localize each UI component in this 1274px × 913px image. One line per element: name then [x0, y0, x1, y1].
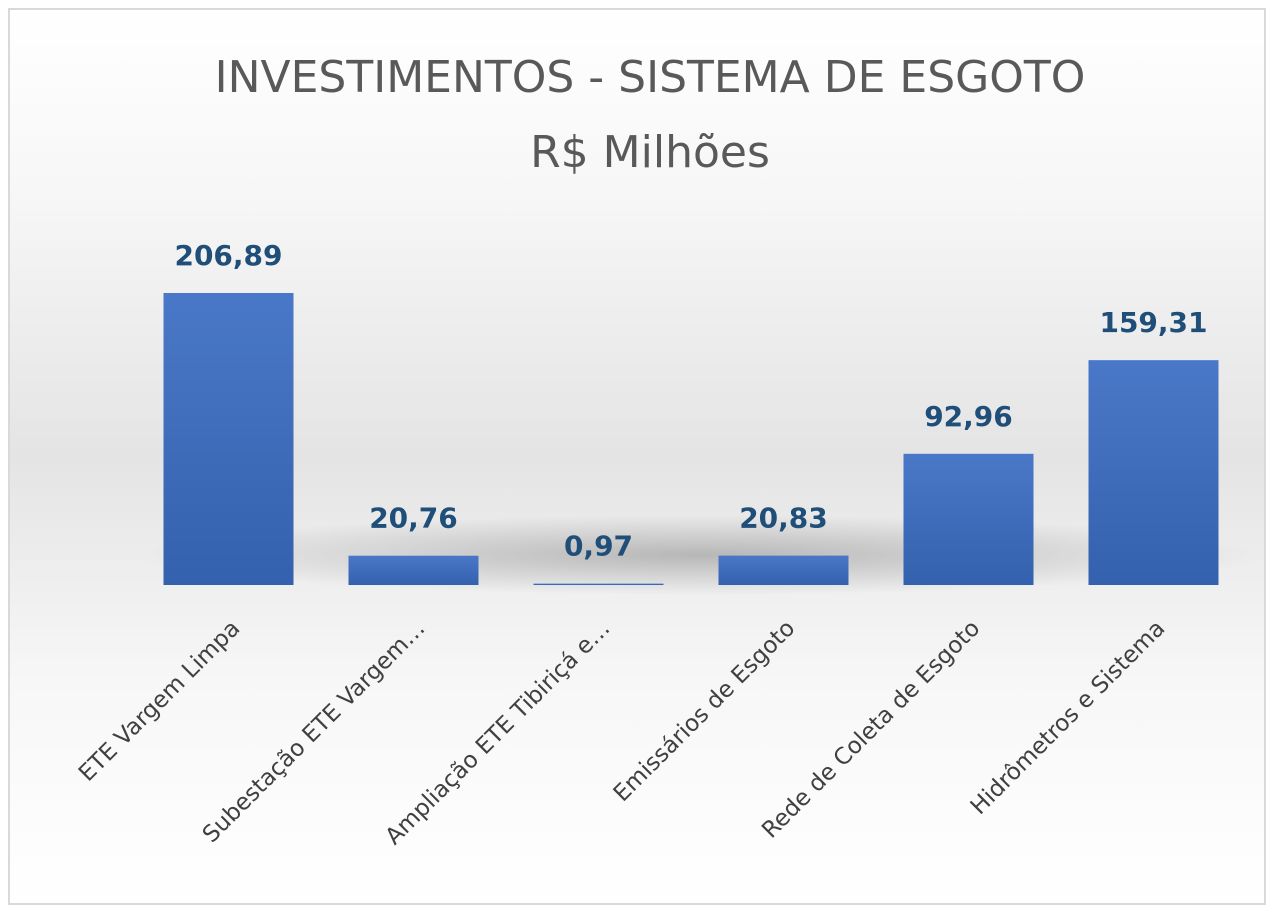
bar — [163, 293, 294, 585]
bar — [1088, 360, 1219, 585]
bar — [718, 555, 849, 585]
bar — [903, 453, 1034, 585]
data-label: 159,31 — [1099, 306, 1207, 339]
data-label: 20,83 — [739, 502, 828, 535]
data-label: 0,97 — [564, 530, 633, 563]
data-label: 92,96 — [924, 400, 1013, 433]
data-label: 206,89 — [174, 239, 282, 272]
data-label: 20,76 — [369, 502, 458, 535]
bar — [533, 583, 664, 585]
bar — [348, 555, 479, 585]
chart-title: INVESTIMENTOS - SISTEMA DE ESGOTO — [215, 52, 1086, 103]
chart-subtitle: R$ Milhões — [530, 127, 770, 178]
